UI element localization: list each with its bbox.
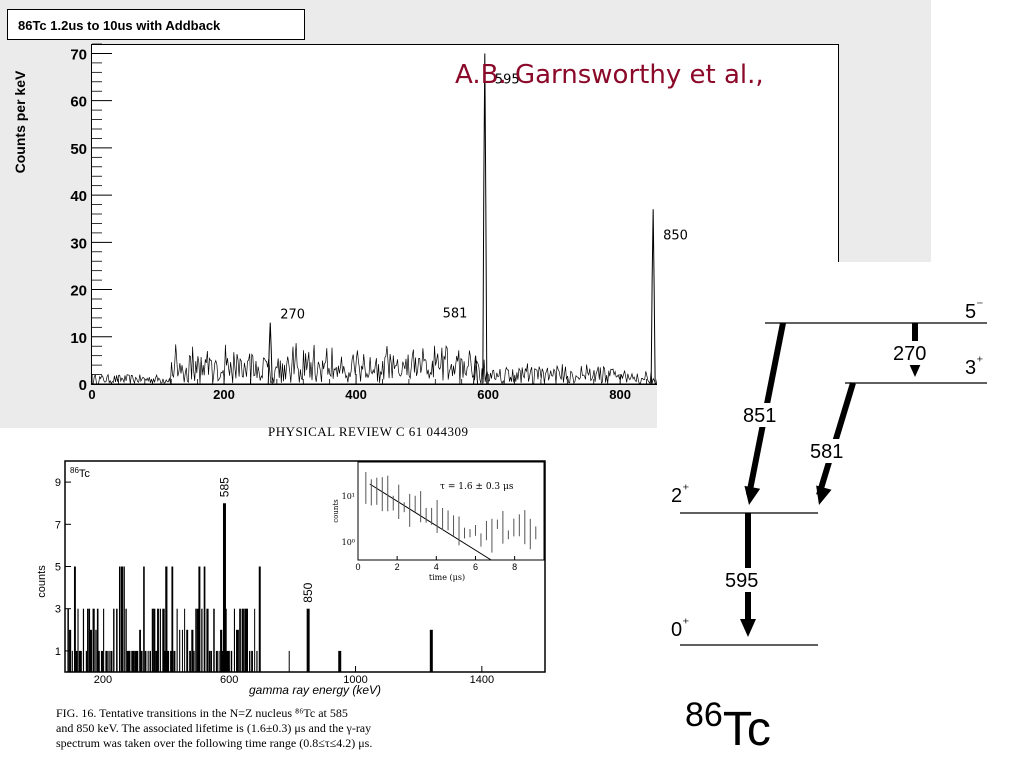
peak-label-581: 581	[443, 307, 468, 322]
arrowhead-851	[744, 485, 761, 505]
y-tick-label: 9	[55, 477, 61, 489]
inset-lifetime-label: τ = 1.6 ± 0.3 μs	[440, 482, 514, 492]
inset-x-tick-label: 6	[473, 562, 478, 572]
top-peaks: 270 581 595 850	[267, 53, 688, 385]
peak-595	[482, 53, 488, 385]
y-tick-label: 20	[70, 283, 87, 300]
x-tick-label: 600	[477, 387, 499, 402]
y-tick-label: 0	[79, 377, 87, 394]
x-tick-label: 200	[213, 387, 235, 402]
x-tick-label: 400	[345, 387, 367, 402]
parity: ⁺	[682, 481, 689, 497]
x-tick-label: 600	[220, 674, 238, 686]
inset-fit-line	[369, 483, 492, 561]
inset-y-tick-label: 10¹	[342, 492, 355, 501]
caption-line: spectrum was taken over the following ti…	[56, 736, 373, 750]
author-credit: A.B. Garnsworthy et al.,	[455, 60, 764, 90]
inset-frame	[357, 461, 545, 561]
spin-value: 5	[965, 301, 976, 323]
peak-581	[473, 355, 479, 385]
peak-850	[650, 209, 656, 385]
transition-label-270: 270	[893, 343, 926, 365]
transition-label-bg	[740, 403, 786, 427]
inset-x-tick-label: 8	[512, 562, 517, 572]
spin-value: 3	[965, 357, 976, 379]
arrowhead-595	[740, 619, 756, 637]
y-tick-label: 50	[70, 141, 87, 158]
level-spin-label: 2⁺	[671, 481, 690, 507]
level-spin-label: 3⁺	[965, 353, 984, 379]
transition-label-581: 581	[810, 441, 843, 463]
x-tick-label: 200	[94, 674, 112, 686]
spin-value: 0	[671, 619, 682, 641]
nucleus-mass: 86	[70, 466, 79, 475]
y-tick-label: 70	[70, 46, 87, 63]
arrowhead-581	[816, 485, 832, 505]
caption-line: FIG. 16. Tentative transitions in the N=…	[56, 706, 348, 720]
x-tick-label: 1000	[343, 674, 367, 686]
y-tick-label: 40	[70, 188, 87, 205]
x-tick-label: 0	[88, 387, 95, 402]
peak-label-595: 595	[495, 72, 520, 87]
isotope-label: 86Tc	[685, 690, 771, 756]
y-tick-label: 3	[55, 604, 61, 616]
transition-label-851: 851	[743, 405, 776, 427]
level-spin-label: 5⁻	[965, 297, 984, 323]
peak-270	[267, 322, 273, 385]
x-tick-label: 1400	[470, 674, 494, 686]
parity: ⁺	[682, 615, 689, 631]
peak-label-585: 585	[217, 477, 231, 497]
y-tick-label: 5	[55, 562, 61, 574]
nucleus-label: 86Tc	[70, 466, 90, 481]
level-spin-label: 0⁺	[671, 615, 690, 641]
isotope-mass: 86	[685, 696, 723, 734]
spin-value: 2	[671, 485, 682, 507]
figure-caption: FIG. 16. Tentative transitions in the N=…	[56, 706, 552, 751]
journal-reference: PHYSICAL REVIEW C 61 044309	[268, 424, 469, 439]
inset-y-label: counts	[332, 499, 340, 523]
y-tick-label: 1	[55, 646, 61, 658]
bottom-histogram: 585 850	[67, 477, 433, 672]
y-tick-label: 60	[70, 94, 87, 111]
y-tick-label: 30	[70, 235, 87, 252]
nucleus-symbol: Tc	[79, 468, 91, 480]
lifetime-inset: τ = 1.6 ± 0.3 μs 0 2 4 6 8 time (μs) 10¹ 10⁰ coun…	[332, 461, 545, 582]
peak-label-850: 850	[301, 582, 315, 602]
isotope-symbol: Tc	[722, 703, 771, 756]
top-chart-title: 86Tc 1.2us to 10us with Addback	[7, 9, 305, 40]
peak-label-850: 850	[663, 228, 688, 243]
level-scheme-panel	[657, 262, 1024, 768]
peak-label-270: 270	[280, 308, 305, 323]
transition-label-595: 595	[725, 570, 758, 592]
x-tick-label: 800	[609, 387, 631, 402]
caption-line: and 850 keV. The associated lifetime is …	[56, 721, 372, 735]
inset-y-tick-label: 10⁰	[342, 538, 355, 547]
parity: ⁻	[976, 297, 983, 313]
parity: ⁺	[976, 353, 983, 369]
inset-x-label: time (μs)	[429, 573, 465, 582]
x-axis-label: gamma ray energy (keV)	[249, 683, 381, 697]
y-tick-label: 7	[55, 519, 61, 531]
transition-label-bg	[722, 568, 768, 592]
transition-label-bg	[807, 439, 853, 463]
inset-x-tick-label: 2	[395, 562, 400, 572]
inset-x-tick-label: 0	[355, 562, 360, 572]
inset-x-tick-label: 4	[434, 562, 439, 572]
y-axis-label: counts	[36, 565, 48, 598]
y-tick-label: 10	[70, 330, 87, 347]
transition-label-bg	[890, 341, 936, 365]
